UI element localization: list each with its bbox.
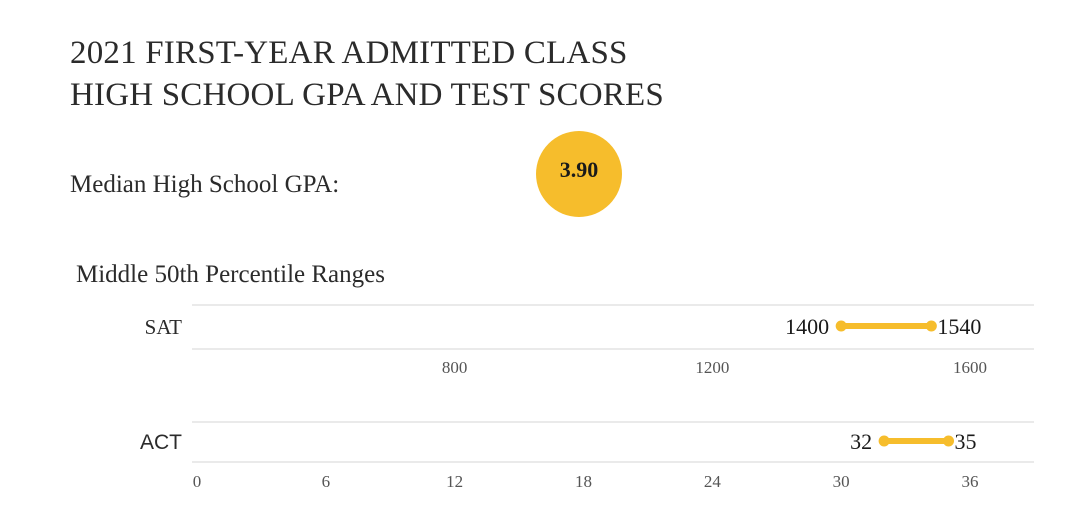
ranges-title: Middle 50th Percentile Ranges (76, 261, 385, 288)
act-high-point (943, 435, 955, 447)
sat-tick-label: 1600 (953, 358, 987, 377)
sat-tick-label: 1200 (695, 358, 729, 377)
act-low-point (878, 435, 890, 447)
act-tick-label: 30 (833, 472, 850, 491)
act-tick-label: 6 (322, 472, 331, 491)
act-tick-label: 18 (575, 472, 592, 491)
sat-high-point (925, 320, 937, 332)
sat-tick-label: 800 (442, 358, 468, 377)
page-title-line-1: 2021 FIRST-YEAR ADMITTED CLASS (70, 35, 628, 71)
gpa-value: 3.90 (559, 157, 599, 182)
act-tick-label: 12 (446, 472, 463, 491)
sat-category-label: SAT (145, 315, 183, 339)
act-high-label: 35 (955, 429, 977, 454)
gpa-label: Median High School GPA: (70, 171, 340, 198)
page-title-line-2: HIGH SCHOOL GPA AND TEST SCORES (70, 77, 664, 113)
act-tick-label: 36 (962, 472, 979, 491)
sat-high-label: 1540 (937, 314, 981, 339)
sat-low-point (835, 320, 847, 332)
act-category-label: ACT (140, 431, 182, 454)
act-tick-label: 0 (193, 472, 202, 491)
act-low-label: 32 (850, 429, 872, 454)
act-tick-label: 24 (704, 472, 722, 491)
sat-low-label: 1400 (785, 314, 829, 339)
gpa-badge: 3.90 (536, 131, 622, 217)
